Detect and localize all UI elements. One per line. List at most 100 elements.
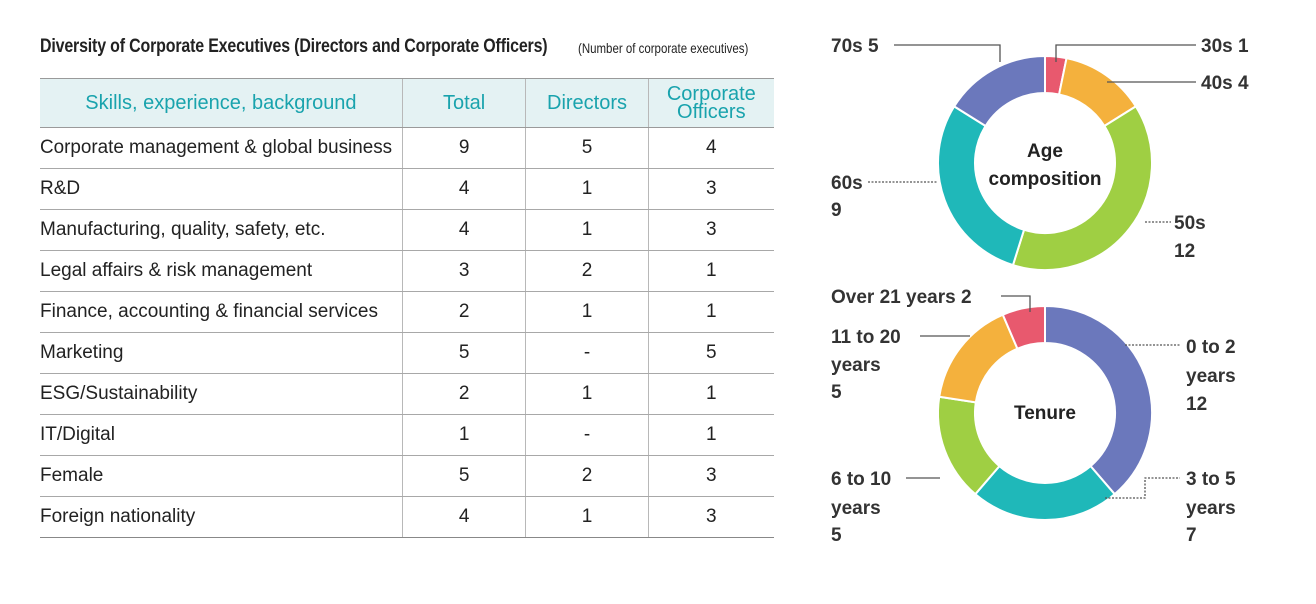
table-row: Marketing 5-5: [40, 332, 774, 374]
table-row: Corporate management & global business 9 5…: [40, 127, 774, 169]
tenure-label-0to2-unit: years: [1186, 366, 1236, 387]
tenure-label-0to2-value: 12: [1186, 394, 1207, 415]
skill-name-cell: Female: [40, 455, 403, 497]
chart-title: Diversity of Corporate Executives (Direc…: [40, 36, 548, 57]
officers-cell: 5: [647, 332, 774, 374]
directors-cell: 1: [525, 291, 649, 333]
officers-cell: 1: [647, 250, 774, 292]
officers-cell: 3: [647, 496, 774, 538]
tenure-label-6to10: 6 to 10: [831, 469, 891, 490]
skill-name-cell: Finance, accounting & financial services: [40, 291, 403, 333]
table-row: ESG/Sustainability 2 1 1: [40, 373, 774, 415]
tenure-label-0to2: 0 to 2: [1186, 337, 1236, 358]
tenure-label-11to20-value: 5: [831, 382, 842, 403]
table-row: IT/Digital 1-1: [40, 414, 774, 456]
total-cell: 9: [401, 127, 526, 169]
skill-name-cell: Legal affairs & risk management: [40, 250, 403, 292]
header-skills: Skills, experience, background: [40, 78, 403, 128]
header-directors: Directors: [525, 78, 649, 128]
table-body: Corporate management & global business 9 5…: [40, 127, 774, 538]
officers-cell: 3: [647, 455, 774, 497]
leader-3to5: [1105, 477, 1180, 499]
skill-name-cell: Foreign nationality: [40, 496, 403, 538]
table-row: Finance, accounting & financial services…: [40, 291, 774, 333]
age-label-60s: 60s: [831, 173, 863, 194]
age-label-40s: 40s 4: [1201, 73, 1249, 94]
leader-30s: [1055, 44, 1196, 62]
tenure-chart: Tenure Over 21 years 2 11 to 20 years 5 0 to…: [831, 287, 1236, 546]
tenure-labels: Over 21 years 2 11 to 20 years 5 0 to 2 years…: [831, 287, 1236, 546]
directors-cell: 1: [525, 168, 649, 210]
officers-cell: 3: [647, 209, 774, 251]
age-composition-chart: Age composition 70s 5 30s 1 40s 4 60s 9 50s 12: [831, 36, 1249, 271]
age-label-50s-value: 12: [1174, 241, 1195, 262]
age-slices: [937, 54, 1153, 271]
officers-cell: 1: [647, 373, 774, 415]
total-cell: 1: [401, 414, 526, 456]
table-row: R&D 4 1 3: [40, 168, 774, 210]
directors-cell: 5: [525, 127, 649, 169]
skill-name-cell: R&D: [40, 168, 403, 210]
table-header-row: Skills, experience, background Total Dir…: [40, 78, 774, 128]
total-cell: 3: [401, 250, 526, 292]
directors-cell: 2: [525, 250, 649, 292]
tenure-label-6to10-unit: years: [831, 498, 881, 519]
header-total: Total: [401, 78, 526, 128]
age-label-30s: 30s 1: [1201, 36, 1249, 57]
skill-name-cell: Manufacturing, quality, safety, etc.: [40, 209, 403, 251]
total-cell: 4: [401, 168, 526, 210]
age-label-60s-value: 9: [831, 200, 842, 221]
tenure-slices: [937, 304, 1153, 521]
table-row: Manufacturing, quality, safety, etc. 4 1 3: [40, 209, 774, 251]
leader-over21: [1001, 295, 1031, 312]
skill-name-cell: IT/Digital: [40, 414, 403, 456]
age-center-label-line2: composition: [989, 169, 1102, 190]
tenure-slice-over-21-years: [1001, 304, 1046, 350]
skills-table: Skills, experience, background Total Dir…: [40, 78, 774, 538]
skill-name-cell: Corporate management & global business: [40, 127, 403, 169]
tenure-slice-0-to-2-years: [1044, 304, 1153, 496]
officers-cell: 1: [647, 291, 774, 333]
age-labels: 70s 5 30s 1 40s 4 60s 9 50s 12: [831, 36, 1249, 262]
tenure-label-3to5: 3 to 5: [1186, 469, 1236, 490]
table-row: Foreign nationality 4 1 3: [40, 496, 774, 538]
officers-cell: 1: [647, 414, 774, 456]
tenure-center-label: Tenure: [1014, 403, 1076, 424]
age-label-70s: 70s 5: [831, 36, 879, 57]
skill-name-cell: Marketing: [40, 332, 403, 374]
officers-cell: 3: [647, 168, 774, 210]
officers-cell: 4: [647, 127, 774, 169]
unit-note: (Number of corporate executives): [578, 40, 749, 56]
table-row: Female 5 2 3: [40, 455, 774, 497]
directors-cell: -: [525, 332, 649, 374]
directors-cell: 1: [525, 373, 649, 415]
donut-charts: Age composition 70s 5 30s 1 40s 4 60s 9 50s 12…: [831, 36, 1249, 546]
tenure-slice-11-to-20-years: [938, 313, 1019, 404]
age-slice-70s: [952, 54, 1046, 128]
leader-70s: [894, 44, 1001, 62]
tenure-label-over21: Over 21 years 2: [831, 287, 972, 308]
directors-cell: 2: [525, 455, 649, 497]
header-corporate-officers: Corporate Officers: [647, 78, 774, 128]
tenure-label-11to20: 11 to 20: [831, 327, 901, 348]
age-slice-50s: [1011, 105, 1153, 271]
total-cell: 4: [401, 496, 526, 538]
age-center-label-line1: Age: [1027, 141, 1063, 162]
tenure-label-3to5-value: 7: [1186, 525, 1197, 546]
directors-cell: 1: [525, 496, 649, 538]
total-cell: 2: [401, 291, 526, 333]
total-cell: 5: [401, 455, 526, 497]
total-cell: 4: [401, 209, 526, 251]
tenure-label-11to20-unit: years: [831, 355, 881, 376]
age-label-50s: 50s: [1174, 213, 1206, 234]
total-cell: 2: [401, 373, 526, 415]
table-row: Legal affairs & risk management 3 2 1: [40, 250, 774, 292]
directors-cell: 1: [525, 209, 649, 251]
directors-cell: -: [525, 414, 649, 456]
tenure-label-3to5-unit: years: [1186, 498, 1236, 519]
tenure-label-6to10-value: 5: [831, 525, 842, 546]
chart-title-row: Diversity of Corporate Executives (Direc…: [40, 36, 644, 58]
total-cell: 5: [401, 332, 526, 374]
tenure-slice-3-to-5-years: [973, 464, 1117, 521]
skill-name-cell: ESG/Sustainability: [40, 373, 403, 415]
